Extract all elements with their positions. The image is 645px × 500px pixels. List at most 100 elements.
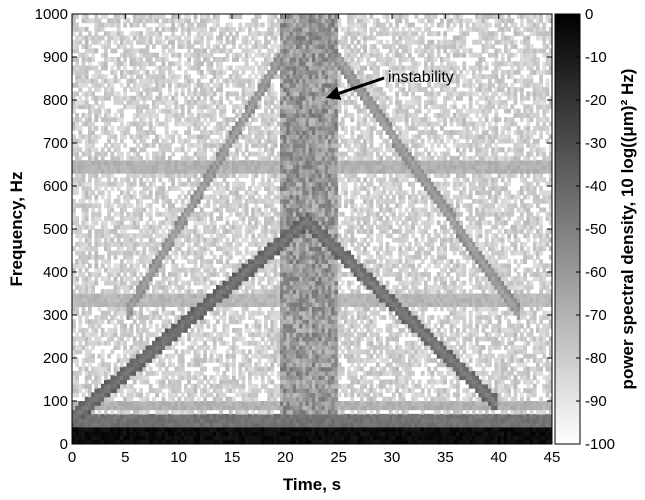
heatmap-cell [203, 82, 207, 88]
heatmap-cell [228, 117, 233, 123]
heatmap-cell [75, 190, 79, 196]
heatmap-cell [212, 418, 217, 424]
heatmap-cell [168, 323, 172, 329]
heatmap-cell [222, 280, 227, 286]
heatmap-cell [152, 435, 156, 441]
heatmap-cell [270, 61, 275, 67]
heatmap-cell [267, 91, 271, 97]
heatmap-cell [219, 284, 223, 290]
heatmap-cell [100, 310, 105, 316]
heatmap-cell [97, 392, 102, 398]
heatmap-cell [164, 198, 169, 204]
heatmap-cell [283, 52, 287, 58]
heatmap-cell [145, 280, 150, 286]
heatmap-cell [171, 272, 175, 277]
heatmap-cell [126, 181, 131, 187]
heatmap-cell [280, 276, 284, 282]
heatmap-cell [84, 426, 89, 432]
heatmap-cell [75, 302, 79, 307]
heatmap-cell [152, 310, 156, 316]
heatmap-cell [110, 203, 115, 209]
heatmap-cell [270, 138, 275, 144]
heatmap-cell [273, 272, 278, 277]
heatmap-cell [158, 426, 163, 432]
heatmap-cell [254, 39, 259, 45]
heatmap-cell [177, 241, 182, 247]
heatmap-cell [222, 289, 227, 295]
heatmap-cell [168, 297, 172, 303]
heatmap-cell [216, 198, 220, 204]
heatmap-cell [225, 229, 230, 234]
heatmap-cell [168, 91, 172, 97]
heatmap-cell [113, 164, 118, 170]
heatmap-cell [200, 332, 204, 338]
heatmap-cell [219, 233, 223, 239]
heatmap-cell [228, 151, 233, 157]
heatmap-cell [232, 315, 236, 320]
heatmap-cell [270, 254, 275, 260]
heatmap-cell [244, 302, 249, 307]
heatmap-cell [216, 306, 220, 312]
heatmap-cell [78, 26, 83, 32]
heatmap-cell [88, 332, 92, 338]
heatmap-cell [94, 147, 99, 153]
heatmap-cell [81, 14, 86, 19]
heatmap-cell [123, 177, 127, 183]
heatmap-cell [203, 224, 207, 230]
heatmap-cell [200, 297, 204, 303]
heatmap-cell [206, 332, 211, 338]
heatmap-cell [84, 39, 89, 45]
heatmap-cell [142, 87, 147, 92]
heatmap-cell [280, 104, 284, 110]
heatmap-cell [203, 211, 207, 217]
heatmap-cell [228, 173, 233, 178]
heatmap-cell [190, 164, 195, 170]
heatmap-cell [104, 31, 108, 37]
heatmap-cell [116, 366, 121, 372]
heatmap-cell [260, 375, 265, 381]
heatmap-cell [158, 194, 163, 200]
heatmap-cell [168, 74, 172, 80]
heatmap-cell [254, 74, 259, 80]
heatmap-cell [196, 323, 201, 329]
heatmap-cell [123, 345, 127, 350]
heatmap-cell [203, 203, 207, 209]
heatmap-cell [132, 439, 137, 444]
heatmap-cell [283, 91, 287, 97]
heatmap-cell [212, 138, 217, 144]
heatmap-cell [257, 160, 262, 166]
heatmap-cell [75, 259, 79, 264]
heatmap-cell [187, 370, 191, 376]
heatmap-cell [168, 117, 172, 123]
heatmap-cell [84, 82, 89, 88]
heatmap-cell [123, 250, 127, 256]
heatmap-cell [270, 435, 275, 441]
heatmap-cell [171, 396, 175, 402]
heatmap-cell [110, 155, 115, 161]
heatmap-cell [222, 138, 227, 144]
heatmap-cell [209, 310, 214, 316]
heatmap-cell [260, 297, 265, 303]
heatmap-cell [184, 396, 188, 402]
heatmap-cell [136, 100, 140, 105]
heatmap-cell [232, 134, 236, 140]
heatmap-cell [257, 370, 262, 376]
heatmap-cell [212, 229, 217, 234]
heatmap-cell [270, 263, 275, 269]
heatmap-cell [280, 82, 284, 88]
heatmap-cell [78, 293, 83, 299]
heatmap-cell [116, 319, 121, 325]
heatmap-cell [129, 69, 134, 75]
heatmap-cell [155, 263, 159, 269]
heatmap-cell [100, 130, 105, 135]
heatmap-cell [104, 220, 108, 226]
heatmap-cell [104, 112, 108, 118]
heatmap-cell [212, 435, 217, 441]
heatmap-cell [78, 155, 83, 161]
heatmap-cell [276, 61, 281, 67]
heatmap-cell [88, 353, 92, 359]
heatmap-cell [209, 216, 214, 221]
heatmap-cell [116, 435, 121, 441]
heatmap-cell [155, 297, 159, 303]
heatmap-cell [120, 439, 124, 444]
